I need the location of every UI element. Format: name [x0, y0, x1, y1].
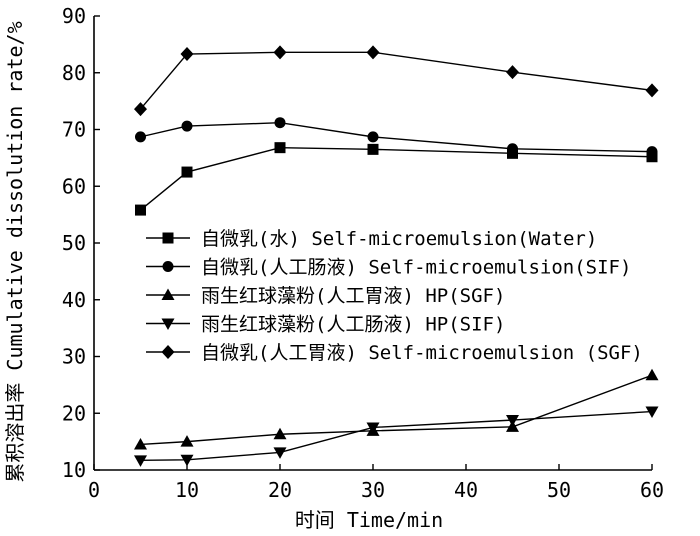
- series-3: [134, 368, 659, 450]
- x-axis-label: 时间 Time/min: [295, 508, 443, 532]
- data-point: [646, 146, 658, 158]
- y-tick-label: 30: [62, 345, 86, 369]
- legend-marker: [162, 261, 174, 272]
- series-line: [140, 410, 653, 462]
- legend-entry: 雨生红球藻粉(人工肠液) HP(SIF): [146, 314, 505, 336]
- data-point: [274, 142, 286, 154]
- y-tick-label: 40: [62, 288, 86, 312]
- data-point: [273, 427, 287, 440]
- data-point: [180, 47, 194, 62]
- series-line: [140, 374, 653, 446]
- legend-entry: 自微乳(人工肠液) Self-microemulsion(SIF): [146, 257, 631, 279]
- data-point: [134, 102, 147, 117]
- data-point: [645, 406, 659, 419]
- legend-label: 自微乳(水) Self-microemulsion(Water): [201, 228, 597, 250]
- legend-label: 雨生红球藻粉(人工胃液) HP(SGF): [201, 285, 505, 307]
- legend-marker: [161, 345, 175, 359]
- y-tick-label: 50: [62, 231, 86, 255]
- legend-entry: 雨生红球藻粉(人工胃液) HP(SGF): [146, 285, 505, 307]
- x-tick-label: 20: [268, 478, 292, 502]
- y-tick-label: 10: [62, 458, 86, 482]
- data-point: [367, 131, 379, 143]
- x-tick-label: 60: [640, 478, 664, 502]
- data-point: [181, 166, 193, 178]
- data-point: [273, 447, 287, 459]
- legend-label: 自微乳(人工肠液) Self-microemulsion(SIF): [201, 257, 631, 279]
- series-line: [140, 146, 653, 211]
- data-point: [645, 83, 659, 98]
- legend-label: 雨生红球藻粉(人工肠液) HP(SIF): [201, 314, 505, 336]
- legend-marker: [161, 288, 175, 300]
- series-layer: [134, 45, 659, 467]
- y-tick-label: 60: [62, 174, 86, 198]
- y-tick-label: 20: [62, 401, 86, 425]
- data-point: [506, 65, 519, 80]
- y-tick-label: 80: [62, 61, 86, 85]
- data-point: [134, 437, 147, 450]
- data-point: [507, 143, 518, 155]
- data-point: [366, 45, 380, 60]
- data-point: [180, 435, 194, 447]
- data-point: [274, 117, 286, 129]
- legend-entry: 自微乳(水) Self-microemulsion(Water): [146, 228, 597, 250]
- legend-entry: 自微乳(人工胃液) Self-microemulsion (SGF): [146, 342, 643, 364]
- series-4: [134, 406, 659, 467]
- x-tick-label: 0: [88, 478, 100, 502]
- data-point: [645, 368, 659, 381]
- legend-marker: [162, 232, 174, 244]
- legend-marker: [161, 318, 175, 330]
- series-line: [139, 51, 653, 110]
- data-point: [134, 455, 147, 467]
- series-1: [135, 142, 658, 216]
- data-point: [180, 454, 194, 467]
- data-point: [135, 204, 146, 216]
- data-point: [366, 422, 380, 434]
- y-tick-label: 70: [62, 118, 86, 142]
- legend-label: 自微乳(人工胃液) Self-microemulsion (SGF): [201, 342, 643, 364]
- series-2: [135, 117, 658, 158]
- data-point: [273, 45, 287, 60]
- x-tick-label: 10: [175, 478, 199, 502]
- data-point: [367, 143, 379, 155]
- data-point: [181, 120, 193, 132]
- data-point: [135, 131, 146, 143]
- data-point: [506, 415, 519, 427]
- series-5: [134, 45, 659, 117]
- y-axis-label: 累积溶出率 Cumulative dissolution rate/%: [3, 21, 27, 482]
- legend: 自微乳(水) Self-microemulsion(Water) 自微乳(人工肠液…: [146, 228, 643, 364]
- x-tick-label: 40: [454, 478, 478, 502]
- y-tick-label: 90: [62, 4, 86, 28]
- series-line: [140, 121, 653, 153]
- x-tick-label: 30: [361, 478, 385, 502]
- x-tick-label: 50: [547, 478, 571, 502]
